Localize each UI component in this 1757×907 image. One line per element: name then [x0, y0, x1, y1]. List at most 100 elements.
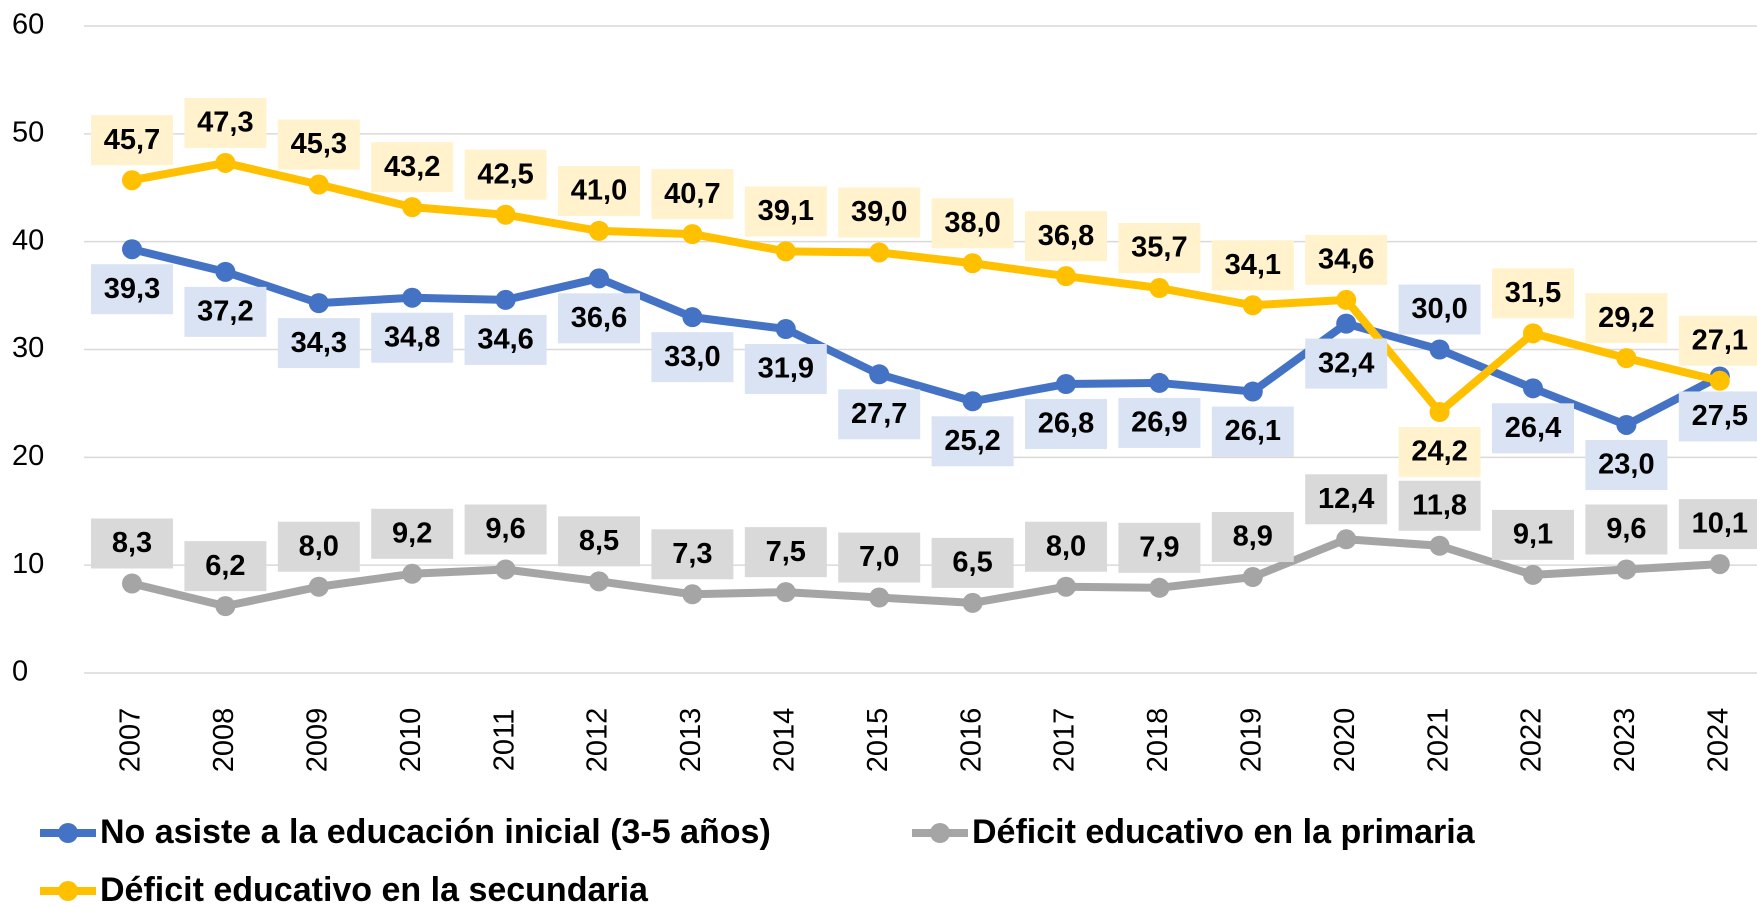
value-label: 40,7 — [664, 178, 720, 210]
value-label: 27,1 — [1692, 324, 1748, 356]
value-label-box: 8,0 — [1025, 521, 1107, 572]
value-label-box: 10,1 — [1678, 499, 1757, 550]
value-label: 26,4 — [1505, 412, 1561, 444]
value-label-box: 34,8 — [371, 312, 454, 363]
point-marker — [215, 152, 236, 173]
value-label: 38,0 — [944, 207, 1000, 239]
value-label-bg — [464, 149, 547, 200]
point-marker — [495, 289, 516, 310]
point-marker — [869, 242, 890, 263]
y-tick-label: 0 — [12, 656, 28, 688]
value-label-box: 9,1 — [1492, 509, 1574, 560]
x-tick-label: 2012 — [582, 708, 614, 773]
point-marker — [589, 220, 609, 241]
x-tick-label: 2014 — [768, 708, 800, 773]
value-label-bg — [277, 521, 360, 572]
point-marker — [1709, 370, 1730, 391]
y-tick-label: 30 — [12, 332, 44, 364]
value-label: 34,3 — [291, 327, 347, 359]
value-label-box: 38,0 — [931, 198, 1014, 249]
value-label-bg — [838, 532, 921, 583]
value-label-box: 33,0 — [651, 332, 734, 383]
value-label-bg — [1398, 427, 1481, 478]
value-label-bg — [464, 314, 547, 365]
point-marker — [1336, 529, 1357, 550]
value-label: 39,0 — [851, 196, 907, 228]
value-label: 41,0 — [571, 175, 627, 207]
value-label-bg — [1678, 391, 1757, 442]
value-label: 39,1 — [758, 195, 814, 227]
value-label: 10,1 — [1692, 508, 1748, 540]
series-line — [131, 535, 1721, 611]
value-label-bg — [558, 165, 640, 216]
value-label: 11,8 — [1412, 489, 1467, 521]
point-marker — [682, 584, 703, 605]
value-label: 43,2 — [384, 151, 440, 183]
point-marker — [1056, 576, 1076, 597]
point-marker — [1336, 313, 1357, 334]
value-label: 7,3 — [672, 538, 712, 570]
y-tick-label: 60 — [12, 9, 44, 41]
legend-label: Déficit educativo en la secundaria — [100, 871, 649, 907]
point-marker — [1242, 567, 1263, 588]
value-label-bg — [1585, 293, 1668, 344]
series-line — [131, 158, 1721, 417]
value-label-bg — [1118, 397, 1201, 448]
legend-label: Déficit educativo en la primaria — [972, 813, 1476, 851]
point-marker — [1616, 559, 1637, 580]
value-label: 37,2 — [197, 296, 253, 328]
value-label: 45,3 — [291, 128, 347, 160]
point-marker — [962, 592, 983, 613]
point-marker — [1523, 564, 1543, 585]
value-label-bg — [1305, 338, 1388, 389]
value-label-box: 30,0 — [1398, 284, 1481, 335]
point-marker — [1149, 372, 1170, 393]
value-label: 23,0 — [1598, 449, 1654, 481]
value-label: 39,3 — [104, 273, 160, 305]
value-label-box: 8,3 — [91, 518, 173, 569]
value-label-box: 39,1 — [744, 186, 827, 237]
x-tick-label: 2021 — [1422, 708, 1454, 773]
value-label: 26,9 — [1131, 407, 1187, 439]
point-marker — [682, 224, 703, 245]
x-tick-label: 2009 — [301, 708, 333, 773]
x-tick-label: 2018 — [1142, 708, 1174, 773]
point-marker — [215, 596, 236, 617]
point-marker — [869, 587, 890, 608]
value-label-bg — [1678, 315, 1757, 366]
value-label-box: 11,8 — [1398, 480, 1481, 531]
value-label-box: 23,0 — [1585, 439, 1668, 490]
value-label-box: 47,3 — [184, 97, 267, 148]
value-label-bg — [1211, 240, 1294, 291]
value-label-bg — [371, 508, 454, 559]
value-label-box: 43,2 — [371, 142, 454, 193]
value-label: 8,3 — [112, 527, 152, 559]
value-label-bg — [931, 416, 1014, 467]
value-label-bg — [931, 537, 1014, 588]
legend-marker — [58, 823, 78, 843]
value-label: 47,3 — [197, 107, 253, 139]
value-label-box: 40,7 — [651, 169, 734, 220]
x-tick-label: 2016 — [955, 708, 987, 773]
point-marker — [775, 241, 796, 262]
point-marker — [1056, 374, 1076, 395]
value-label: 6,5 — [952, 547, 992, 579]
value-label-bg — [464, 504, 547, 555]
value-label-bg — [838, 187, 921, 238]
value-label-box: 45,3 — [277, 119, 360, 170]
point-marker — [1616, 348, 1637, 369]
value-label: 32,4 — [1318, 347, 1374, 379]
value-label-box: 45,7 — [91, 115, 173, 166]
value-label: 9,6 — [1606, 513, 1646, 545]
value-label: 31,5 — [1505, 277, 1561, 309]
value-label-bg — [1585, 439, 1668, 490]
value-label-box: 26,8 — [1025, 399, 1107, 450]
value-label-bg — [1211, 406, 1294, 457]
x-tick-label: 2024 — [1702, 708, 1734, 773]
value-label: 34,1 — [1225, 249, 1281, 281]
value-label-box: 34,6 — [1305, 234, 1388, 285]
x-tick-label: 2017 — [1049, 708, 1081, 773]
x-tick-label: 2023 — [1609, 708, 1641, 773]
value-label-box: 34,3 — [277, 318, 360, 369]
point-marker — [1523, 323, 1543, 344]
